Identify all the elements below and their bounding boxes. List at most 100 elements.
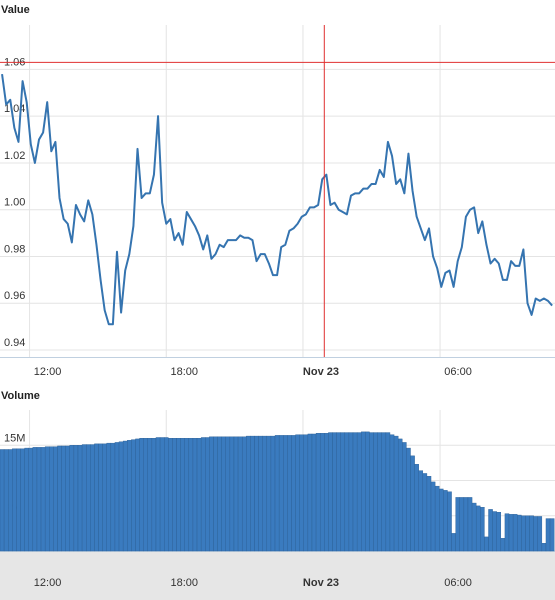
volume-bar (246, 435, 251, 552)
volume-bar (422, 473, 428, 552)
volume-bar (168, 438, 173, 552)
volume-bar (377, 432, 382, 552)
volume-bar (352, 432, 358, 552)
volume-bar (57, 445, 62, 552)
volume-bar (77, 445, 83, 552)
volume-bar (496, 512, 502, 552)
volume-bar (393, 435, 399, 552)
volume-bar (463, 497, 469, 552)
volume-bar (131, 439, 136, 552)
volume-bar (283, 435, 288, 552)
volume-bar (315, 433, 321, 552)
volume-bar (69, 445, 75, 552)
volume-bar (250, 435, 255, 552)
volume-bar (344, 432, 350, 552)
volume-bar (94, 443, 99, 552)
volume-bar (397, 438, 403, 552)
volume-bar (262, 435, 268, 552)
y-tick-label: 1.00 (4, 197, 25, 209)
volume-bar (209, 436, 214, 552)
volume-bar (500, 538, 506, 552)
volume-bar (188, 438, 194, 552)
volume-bar (504, 513, 510, 552)
x-tick-label: 06:00 (444, 577, 472, 589)
volume-bar (385, 432, 391, 552)
volume-bar (356, 432, 362, 552)
volume-bar (533, 516, 538, 552)
volume-bar (439, 488, 444, 552)
volume-bar (151, 438, 157, 552)
volume-bar (16, 448, 21, 552)
volume-bar (106, 442, 112, 552)
volume-bar (299, 434, 304, 552)
volume-bar (229, 436, 235, 552)
volume-bar (180, 438, 185, 552)
volume-bar (295, 434, 300, 552)
volume-bar (3, 449, 9, 552)
volume-bar (406, 447, 411, 552)
volume-bar (549, 518, 555, 552)
volume-bar (418, 470, 424, 552)
y-tick-label: 1.04 (4, 103, 25, 115)
volume-bar (430, 481, 436, 552)
volume-bar (172, 438, 177, 552)
y-tick-label: 0.98 (4, 243, 25, 255)
volume-bar (90, 444, 95, 552)
volume-bar (40, 447, 46, 552)
volume-bar (447, 491, 452, 552)
volume-bar (233, 436, 239, 552)
volume-bar (480, 507, 485, 552)
volume-bar (332, 432, 337, 552)
volume-bar (147, 438, 153, 552)
volume-bar (287, 435, 292, 552)
volume-bar (159, 437, 165, 552)
volume-bar (73, 445, 79, 552)
volume-bar (254, 435, 259, 552)
volume-bar (143, 438, 148, 552)
volume-bar (98, 443, 103, 552)
volume-bar (467, 497, 473, 552)
x-tick-label: 12:00 (34, 577, 62, 589)
volume-bar (237, 436, 243, 552)
y-tick-label: 0.96 (4, 290, 25, 302)
x-tick-label: Nov 23 (303, 577, 339, 589)
volume-bar (525, 515, 530, 552)
volume-bar (205, 437, 210, 552)
volume-bar (274, 435, 280, 552)
volume-bar (365, 431, 370, 552)
y-tick-label: 1.02 (4, 150, 25, 162)
volume-bar (12, 448, 17, 552)
volume-bar (340, 432, 346, 552)
volume-bar (65, 445, 70, 552)
volume-bar (135, 438, 140, 552)
volume-bar (28, 447, 34, 552)
volume-bar (291, 435, 296, 552)
volume-bar (381, 432, 387, 552)
volume-bar (475, 505, 481, 552)
x-tick-label: Nov 23 (303, 366, 339, 378)
volume-bar (102, 443, 107, 552)
volume-bar (213, 436, 218, 552)
volume-bar (373, 432, 378, 552)
volume-bar (311, 433, 317, 552)
volume-bar (266, 435, 272, 552)
volume-bar (86, 444, 91, 552)
volume-bar (217, 436, 222, 552)
volume-bar (443, 490, 448, 552)
volume-bar (361, 431, 366, 552)
volume-bar (369, 432, 374, 552)
volume-bar (270, 435, 276, 552)
volume-bar (127, 440, 132, 552)
x-tick-label: 06:00 (444, 366, 472, 378)
volume-bar (20, 448, 25, 552)
volume-bar (139, 438, 144, 552)
y-tick-label: 0.94 (4, 337, 25, 349)
volume-bar (61, 445, 66, 552)
volume-bar (484, 536, 489, 552)
volume-bar (221, 436, 226, 552)
volume-bar (426, 476, 432, 552)
volume-bar (529, 515, 534, 552)
volume-bar (319, 433, 325, 552)
volume-bar (36, 447, 42, 552)
